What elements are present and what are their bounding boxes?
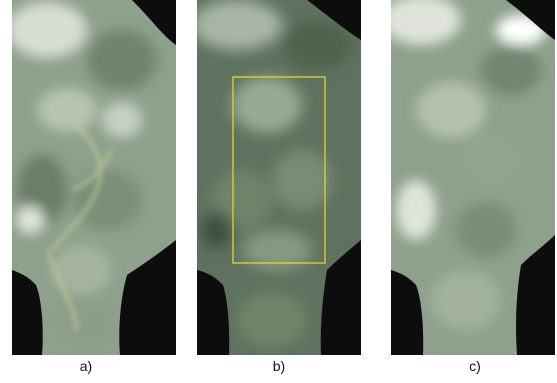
caption-b: b): [272, 358, 286, 374]
rendering-panel-b: [197, 0, 361, 355]
rendering-c-image: [391, 0, 555, 355]
rendering-panel-c: [391, 0, 555, 355]
rendering-a-image: [12, 0, 176, 355]
caption-c: c): [469, 358, 481, 374]
caption-a: a): [79, 358, 93, 374]
rendering-b-image: [197, 0, 361, 355]
rendering-panel-a: [12, 0, 176, 355]
highlight-box: [232, 76, 326, 264]
